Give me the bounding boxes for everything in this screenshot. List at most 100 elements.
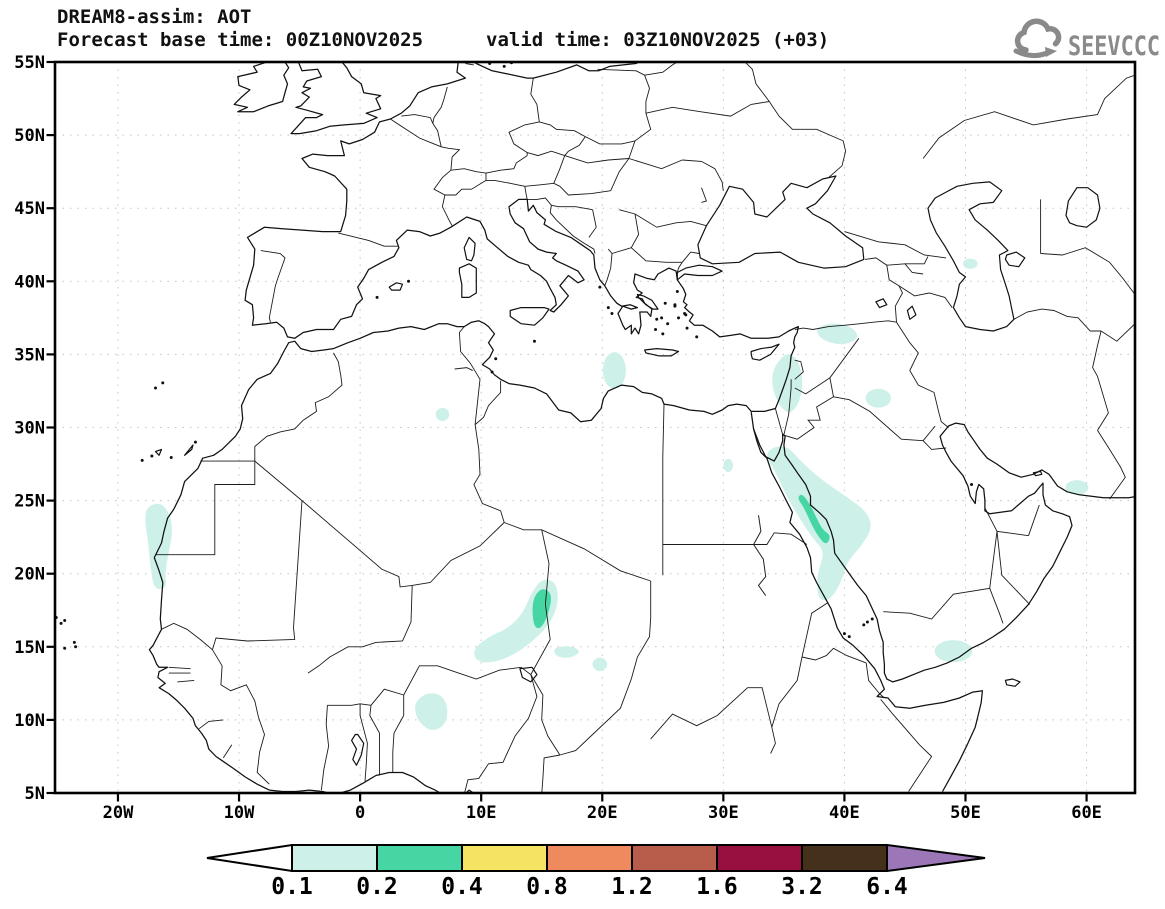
colorbar-label: 1.6 [696,874,738,900]
border-line [922,440,947,450]
border-line [1028,504,1040,536]
border-line [222,744,233,759]
border-line [539,121,586,137]
border-line [390,118,442,148]
border-line [458,326,481,425]
border-line [551,204,593,211]
border-line [1097,430,1126,500]
border-line [770,656,803,754]
coastlines [55,62,1135,793]
coastline-loop [184,444,194,456]
coastline-loop [697,175,865,269]
aot-region-red-sea-core [798,494,830,544]
coastline-loop [509,307,550,326]
border-line [211,500,303,650]
island-dot [673,303,677,307]
border-line [774,408,784,435]
border-line [588,209,597,238]
border-line [527,150,565,157]
border-line [444,180,487,196]
border-line [161,622,213,651]
coastline-loop [388,282,404,291]
border-line [630,247,683,263]
colorbar-label: 1.2 [611,874,653,900]
border-line [676,262,683,273]
island-dot [375,295,379,299]
border-line [362,585,413,648]
border-line [801,647,867,664]
lat-tick-label: 45N [14,199,45,219]
coastline-loop [351,733,365,766]
island-dot [677,316,681,320]
island-dot [63,646,67,650]
colorbar-right-arrow [886,843,986,873]
lon-tick-label: 20E [587,803,618,823]
island-dot [654,328,658,332]
island-dot [870,617,874,621]
border-line [894,285,904,323]
border-line [559,185,611,196]
border-line [260,250,286,323]
border-line [630,213,640,248]
island-dot [661,332,665,336]
border-line [465,63,474,66]
border-line [662,532,808,545]
island-dot [862,623,866,627]
border-line [783,379,792,435]
lat-tick-label: 50N [14,126,45,146]
border-line [610,158,630,191]
border-line [254,352,343,462]
border-line [441,194,453,226]
lon-tick-label: 50E [950,803,981,823]
colorbar-label: 0.2 [356,874,398,900]
country-borders [155,62,1135,793]
island-dot [865,620,869,624]
aot-region-libya-offshore-oval [602,352,626,389]
border-line [644,75,650,114]
island-dot [150,454,154,458]
island-dot [842,632,846,636]
border-line [320,705,330,791]
colorbar: 0.1 0.2 0.4 0.8 1.2 1.6 3.2 6.4 [206,843,986,900]
island-dot [494,357,498,361]
coastline [473,62,639,79]
border-line [883,531,998,620]
graticule [55,62,1135,793]
border-line [768,101,847,178]
island-dot [153,386,157,390]
island-dot [675,290,679,294]
lon-tick-label: 10W [224,803,255,823]
border-line [392,695,405,773]
border-line [553,155,566,184]
colorbar-segment-5 [716,844,803,872]
island-dot [610,311,614,315]
coastline-loop [1032,470,1043,477]
island-dot [193,440,197,444]
border-line [630,581,652,680]
border-line [865,662,885,699]
aot-region-levant-patch [772,354,803,413]
border-line [541,754,560,793]
island-dot [74,645,78,649]
border-line [794,320,897,330]
border-line [904,263,924,275]
island-dot [666,322,670,326]
island-dot [532,339,536,343]
island-dot [161,381,165,385]
lake-line [753,515,767,596]
border-line [433,169,452,196]
border-line [896,321,949,428]
border-line [1013,308,1102,332]
border-line [922,74,1135,159]
coastline-loop [636,293,659,310]
island-dot [140,458,144,462]
aot-region-nigeria-patch [415,693,448,730]
border-line [898,285,953,308]
border-line [829,338,860,379]
border-line [701,187,707,203]
border-line [645,101,770,117]
island-dot [606,306,610,310]
border-line [794,377,831,395]
island-dot [685,326,689,330]
lon-tick-label: 30E [708,803,739,823]
